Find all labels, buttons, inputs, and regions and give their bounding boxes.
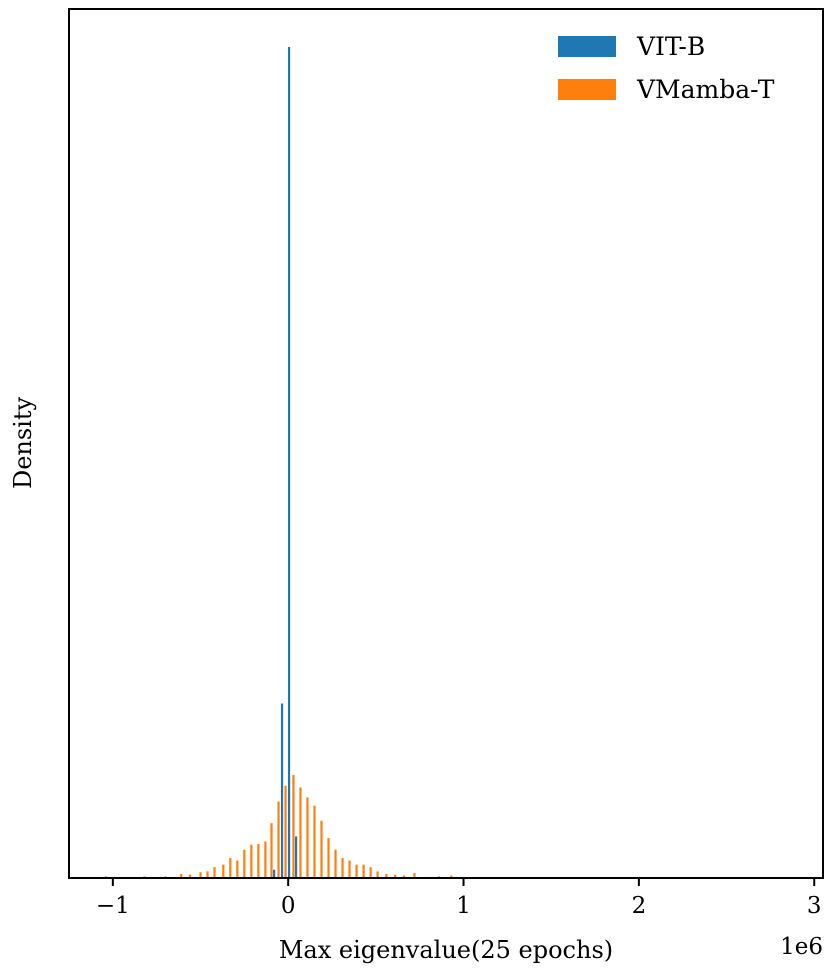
bar-vmamba-t bbox=[413, 873, 416, 878]
bar-vmamba-t bbox=[348, 860, 351, 878]
bar-vit-b bbox=[273, 869, 276, 878]
bar-vmamba-t bbox=[292, 774, 295, 878]
bar-vmamba-t bbox=[229, 858, 232, 878]
y-axis-label: Density bbox=[9, 397, 37, 490]
bar-vmamba-t bbox=[306, 797, 309, 878]
bar-vmamba-t bbox=[385, 873, 388, 878]
bar-vmamba-t bbox=[369, 867, 372, 878]
legend-label-vit-b: VIT-B bbox=[636, 32, 705, 61]
bar-vit-b bbox=[294, 836, 298, 878]
bar-vmamba-t bbox=[213, 867, 216, 878]
legend-swatch-vmamba-t bbox=[558, 79, 616, 100]
bar-vmamba-t bbox=[334, 849, 337, 878]
x-tick-label: 0 bbox=[281, 893, 296, 919]
x-axis-label: Max eigenvalue(25 epochs) bbox=[279, 936, 613, 964]
bar-vmamba-t bbox=[277, 801, 280, 878]
bar-vmamba-t bbox=[450, 875, 453, 878]
bar-vmamba-t bbox=[327, 838, 330, 878]
bar-vmamba-t bbox=[270, 823, 273, 878]
legend: VIT-B VMamba-T bbox=[558, 32, 775, 104]
bar-vmamba-t bbox=[402, 875, 406, 878]
bar-vmamba-t bbox=[206, 871, 209, 878]
bar-vmamba-t bbox=[199, 872, 202, 878]
bar-vmamba-t bbox=[341, 858, 344, 878]
x-tick-label: 3 bbox=[807, 893, 822, 919]
x-tick-label: 2 bbox=[632, 893, 647, 919]
x-tick-label: 1 bbox=[456, 893, 471, 919]
bar-vmamba-t bbox=[243, 849, 246, 878]
bar-vmamba-t bbox=[222, 864, 225, 878]
x-tick-label: −1 bbox=[96, 893, 130, 919]
bar-vmamba-t bbox=[264, 841, 267, 878]
bar-vmamba-t bbox=[299, 787, 302, 878]
bar-vmamba-t bbox=[284, 785, 287, 878]
x-axis-offset-label: 1e6 bbox=[780, 934, 823, 960]
bar-vmamba-t bbox=[180, 873, 183, 878]
bar-vit-b bbox=[280, 703, 284, 878]
bar-vmamba-t bbox=[362, 864, 365, 878]
histogram-bars bbox=[104, 47, 453, 878]
bar-vmamba-t bbox=[313, 805, 316, 878]
bar-vmamba-t bbox=[188, 874, 192, 878]
bar-vit-b bbox=[287, 47, 291, 878]
bar-vmamba-t bbox=[355, 864, 358, 878]
bar-vmamba-t bbox=[236, 860, 239, 878]
bar-vmamba-t bbox=[376, 871, 379, 878]
bar-vmamba-t bbox=[320, 820, 323, 878]
bar-vmamba-t bbox=[257, 843, 260, 878]
legend-swatch-vit-b bbox=[558, 36, 616, 57]
bar-vmamba-t bbox=[250, 844, 253, 878]
plot-frame bbox=[68, 8, 824, 879]
bar-vmamba-t bbox=[394, 874, 397, 878]
x-axis-ticks: −1 0 1 2 3 bbox=[96, 878, 822, 919]
legend-label-vmamba-t: VMamba-T bbox=[636, 75, 775, 104]
